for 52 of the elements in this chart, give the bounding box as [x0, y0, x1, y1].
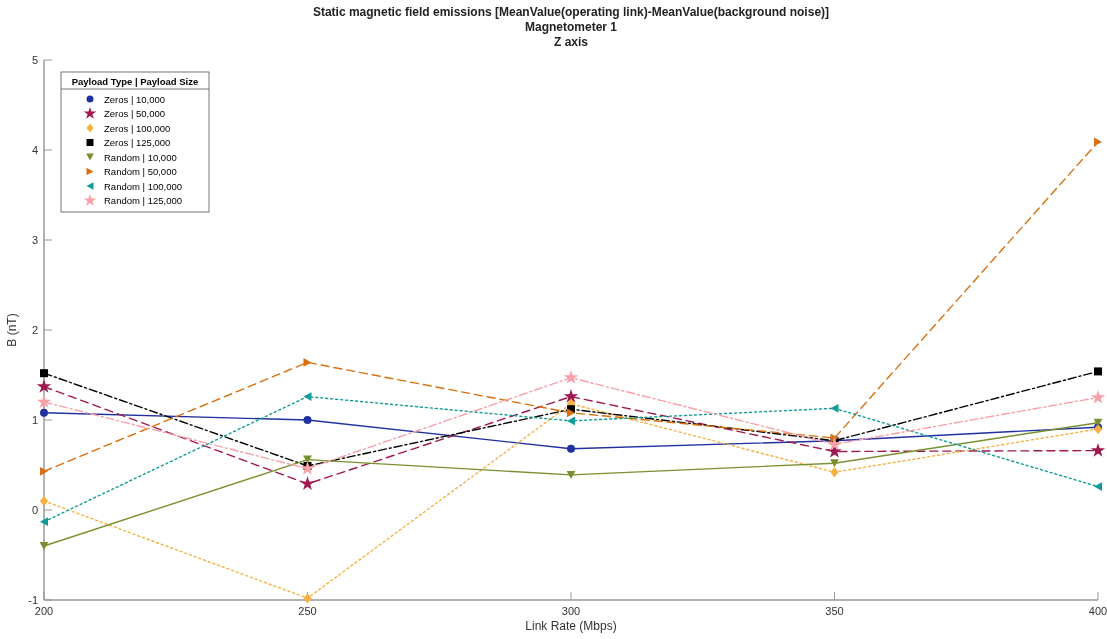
point: [39, 542, 49, 550]
legend-label: Random | 100,000: [104, 180, 182, 192]
point: [563, 389, 579, 403]
point: [303, 416, 312, 424]
y-tick-label: 4: [31, 144, 38, 156]
y-tick-label: 5: [31, 54, 38, 66]
point: [1094, 482, 1102, 491]
point: [827, 436, 842, 451]
point: [830, 403, 839, 413]
point: [567, 408, 575, 418]
point: [1090, 443, 1106, 457]
y-tick-label: 1: [31, 414, 38, 426]
point: [567, 416, 575, 426]
point: [1094, 367, 1102, 376]
x-tick-label: 200: [34, 605, 54, 617]
point: [563, 370, 579, 384]
point: [567, 444, 575, 453]
legend-label: Zeros | 50,000: [104, 108, 166, 119]
legend-label: Random | 50,000: [104, 166, 177, 177]
point: [40, 466, 48, 476]
point: [36, 379, 52, 393]
x-tick-label: 400: [1088, 605, 1107, 617]
legend-label: Random | 10,000: [104, 151, 177, 163]
x-tick-label: 300: [561, 605, 581, 617]
point: [1090, 389, 1106, 404]
point: [830, 467, 839, 478]
point: [1093, 418, 1103, 427]
legend-label: Random | 125,000: [104, 195, 182, 206]
legend-title: Payload Type | Payload Size: [71, 75, 199, 87]
point: [303, 593, 312, 604]
x-tick-label: 350: [825, 605, 844, 617]
x-tick-label: 250: [298, 605, 317, 617]
y-tick-label: 2: [31, 324, 38, 336]
y-tick-label: 0: [31, 504, 38, 516]
point: [40, 517, 48, 527]
legend-label: Zeros | 125,000: [104, 137, 171, 148]
point: [566, 470, 576, 479]
point: [1094, 137, 1102, 147]
chart-title: Static magnetic field emissions [MeanValue(operating link)-MeanValue(background noise)] Magnetometer 1 Z axis: [312, 5, 830, 49]
point: [36, 394, 52, 409]
point: [40, 369, 48, 378]
point: [300, 476, 315, 491]
point: [300, 461, 315, 475]
y-tick-label: 3: [31, 234, 38, 246]
y-axis-title: B (nT): [5, 313, 19, 347]
legend-label: Zeros | 100,000: [104, 122, 171, 134]
x-axis-title: Link Rate (Mbps): [525, 619, 617, 633]
point: [40, 408, 48, 417]
legend-label: Zeros | 10,000: [104, 93, 166, 105]
point: [303, 392, 312, 401]
y-tick-label: -1: [28, 594, 38, 606]
point: [830, 459, 839, 468]
